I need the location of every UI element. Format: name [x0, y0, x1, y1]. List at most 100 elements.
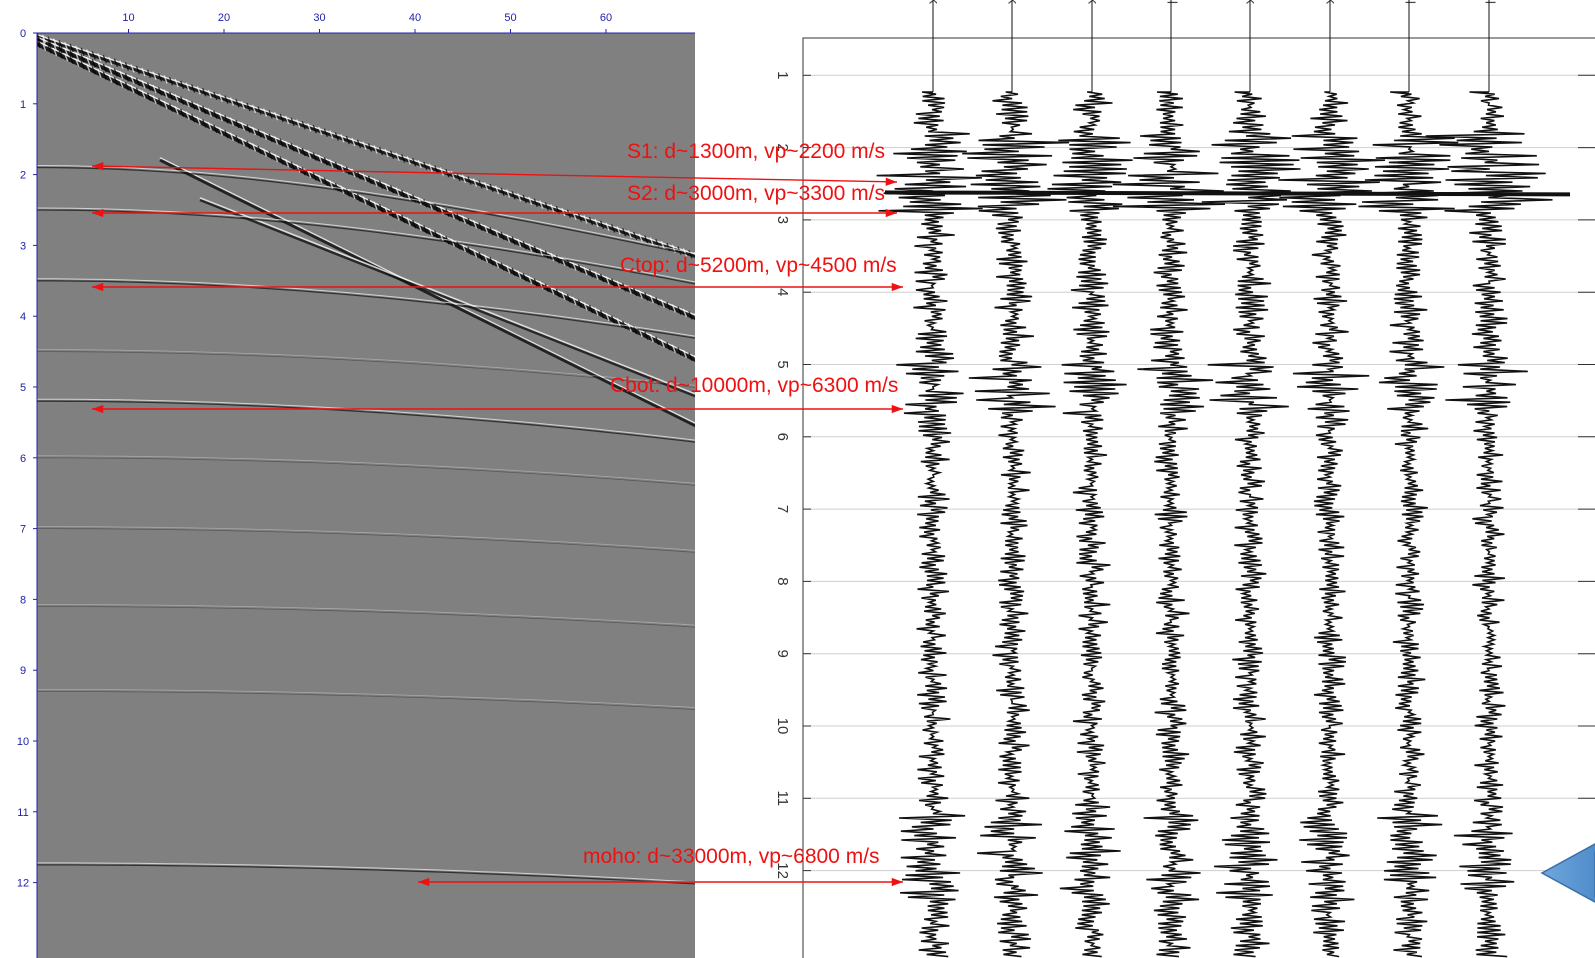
event-wavelet [693, 355, 695, 359]
event-trough [37, 280, 695, 339]
event-wavelet [124, 82, 130, 91]
y-tick-label: 7 [20, 524, 26, 536]
trace-header-label: ack [1005, 0, 1021, 5]
event-wavelet [478, 251, 483, 261]
event-wavelet [483, 254, 489, 263]
event-wavelet [191, 113, 196, 123]
event-wavelet [240, 100, 246, 110]
event-wavelet [279, 113, 284, 123]
event-wavelet [351, 168, 356, 178]
event-wavelet [47, 45, 52, 54]
event-wavelet [146, 92, 152, 102]
event-wavelet [318, 126, 323, 136]
seismic-trace [1112, 91, 1226, 958]
event-wavelet [163, 89, 168, 98]
event-wavelet [135, 87, 141, 96]
event-wavelet [494, 229, 500, 238]
event-wavelet [583, 266, 588, 276]
event-wavelet [108, 56, 113, 66]
event-wavelet [246, 124, 251, 133]
event-wavelet [367, 143, 373, 152]
event-wavelet [561, 207, 566, 217]
event-highlight [37, 349, 695, 386]
arrowhead [92, 208, 104, 218]
event-wavelet [97, 53, 102, 62]
event-wavelet [268, 133, 273, 143]
event-wavelet [605, 222, 610, 231]
event-wavelet [224, 129, 229, 139]
y-tick-label: 11 [17, 807, 28, 819]
event-wavelet [63, 41, 69, 51]
event-wavelet [478, 222, 483, 231]
event-wavelet [682, 308, 688, 318]
event-wavelet [268, 151, 273, 160]
event-wavelet [86, 49, 91, 58]
annotation-line [91, 165, 898, 183]
event-wavelet [566, 209, 572, 219]
event-wavelet [279, 156, 284, 165]
event-wavelet [682, 248, 688, 257]
event-wavelet [91, 59, 96, 68]
event-wavelet [649, 333, 654, 343]
time-tick-label: 3 [774, 216, 791, 224]
event-wavelet [235, 135, 240, 144]
event-wavelet [251, 143, 257, 152]
event-wavelet [174, 94, 179, 103]
event-wavelet [682, 349, 688, 359]
event-wavelet [185, 82, 190, 91]
time-tick-label: 6 [774, 433, 791, 441]
event-wavelet [539, 248, 544, 257]
event-wavelet [168, 103, 174, 112]
event-wavelet [378, 146, 384, 156]
event-wavelet [610, 315, 616, 324]
event-wavelet [467, 246, 472, 255]
event-wavelet [63, 47, 69, 56]
event-wavelet [373, 145, 378, 154]
event-wavelet [406, 156, 411, 165]
event-wavelet [688, 352, 693, 361]
event-wavelet [246, 102, 251, 112]
event-wavelet [423, 161, 428, 171]
event-wavelet [517, 270, 522, 279]
event-wavelet [583, 215, 588, 224]
event-wavelet [52, 42, 58, 52]
y-tick-label: 5 [20, 382, 26, 394]
seismic-trace [876, 91, 983, 958]
event-highlight [37, 689, 695, 708]
gather-x-axis: 10 20 30 40 50 60 [122, 12, 612, 33]
event-wavelet [467, 176, 472, 185]
event-wavelet [660, 339, 665, 348]
event-wavelet [174, 78, 179, 88]
event-wavelet [196, 116, 201, 126]
event-wavelet [417, 222, 422, 232]
event-wavelet [240, 137, 246, 147]
event-trough [159, 158, 695, 428]
event-wavelet [312, 172, 317, 181]
event-wavelet [257, 129, 262, 138]
seismic-trace [1278, 91, 1386, 958]
trace-header-label: All [1482, 0, 1498, 4]
seismic-trace [1201, 91, 1301, 958]
event-wavelet [550, 252, 555, 262]
time-tick-label: 5 [774, 360, 791, 368]
event-wavelet [434, 230, 439, 240]
event-wavelet [262, 148, 268, 157]
event-wavelet [378, 204, 384, 213]
event-wavelet [240, 122, 246, 131]
event-wavelet [207, 89, 212, 99]
event-wavelet [91, 51, 96, 60]
y-tick-label: 1 [20, 99, 26, 111]
traces [876, 0, 1571, 958]
annotation-label: moho: d~33000m, vp~6800 m/s [583, 845, 880, 868]
event-wavelet [378, 180, 384, 189]
event-wavelet [69, 49, 74, 59]
event-wavelet [389, 150, 395, 160]
event-wavelet [318, 154, 323, 164]
event-wavelet [439, 233, 444, 242]
event-wavelet [400, 189, 406, 199]
event-wavelet [671, 304, 677, 313]
trace-header-label: All [1164, 0, 1180, 4]
